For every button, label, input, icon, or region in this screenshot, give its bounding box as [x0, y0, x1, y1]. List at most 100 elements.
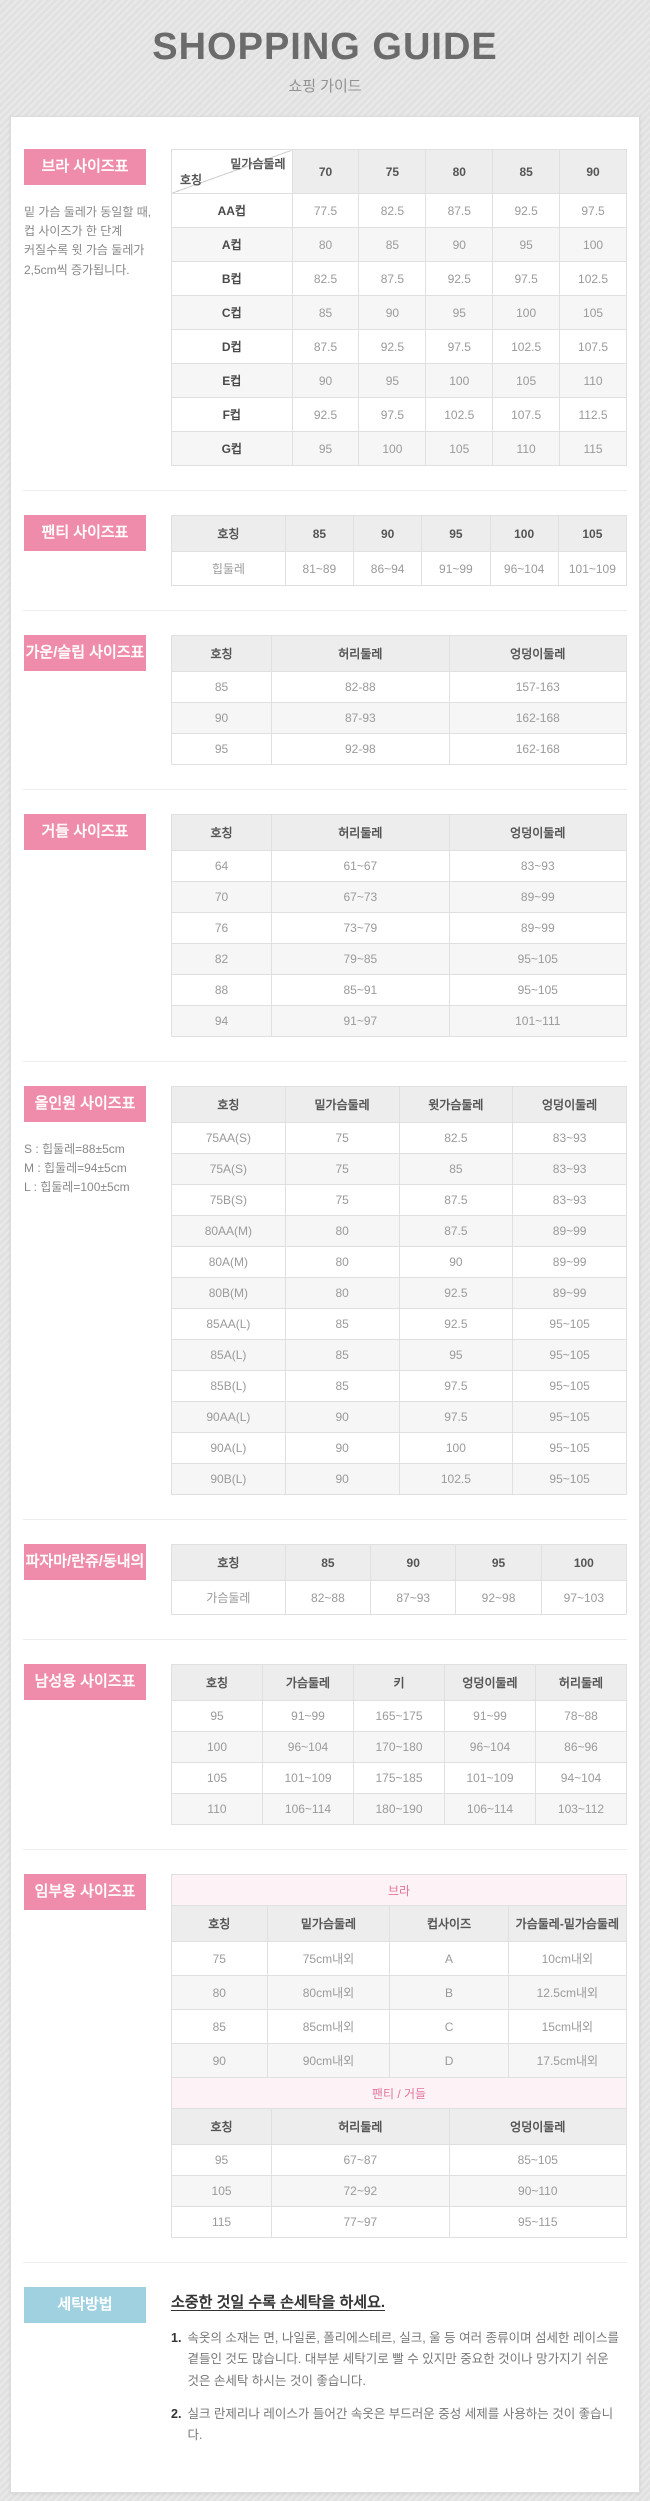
value-cell: 91~99 [421, 551, 491, 586]
column-header: 허리둘레 [535, 1664, 627, 1701]
value-cell: 87-93 [271, 702, 450, 734]
row-label-cell: 90AA(L) [171, 1401, 286, 1433]
table-header-row: 밑가슴둘레 호칭 70 75 80 85 90 [171, 149, 627, 194]
table-row: B컵 82.5 87.5 92.5 97.5 102.5 [171, 261, 627, 296]
value-cell: C [389, 2009, 509, 2044]
row-label-cell: 105 [170, 2175, 273, 2207]
value-cell: 85 [284, 1370, 400, 1402]
column-header: 90 [370, 1544, 457, 1581]
row-label-cell: 94 [170, 1005, 273, 1037]
table-row: 80AA(M) 80 87.5 89~99 [171, 1215, 627, 1247]
value-cell: 92.5 [398, 1277, 514, 1309]
value-cell: 87~93 [370, 1580, 457, 1615]
row-label-cell: AA컵 [171, 193, 293, 228]
value-cell: 82-88 [271, 671, 450, 703]
row-label-cell: 70 [170, 881, 273, 913]
section-bra-size: 브라 사이즈표 밑 가슴 둘레가 동일할 때, 컵 사이즈가 한 단계 커질수록… [11, 117, 639, 490]
table-row: E컵 90 95 100 105 110 [171, 363, 627, 398]
section-divider [23, 1519, 627, 1520]
value-cell: 90 [398, 1246, 514, 1278]
value-cell: 100 [492, 295, 561, 330]
table-row: 80B(M) 80 92.5 89~99 [171, 1277, 627, 1309]
column-header: 가슴둘레-밑가슴둘레 [507, 1905, 628, 1942]
row-label-cell: G컵 [171, 431, 293, 466]
value-cell: 90cm내외 [266, 2043, 391, 2078]
value-cell: 100 [559, 227, 627, 262]
value-cell: 89~99 [512, 1246, 627, 1278]
value-cell: 165~175 [353, 1700, 445, 1732]
row-label-cell: 95 [171, 1700, 263, 1732]
washing-instruction-2: 2. 실크 란제리나 레이스가 들어간 속옷은 부드러운 중성 세제를 사용하는… [171, 2404, 627, 2447]
table-row: 75AA(S) 75 82.5 83~93 [171, 1122, 627, 1154]
column-header: 100 [540, 1544, 628, 1581]
value-cell: 95 [425, 295, 494, 330]
section-divider [23, 2262, 627, 2263]
section-maternity-size: 임부용 사이즈표 브라 호칭 밑가슴둘레 컵사이즈 가슴둘레-밑가슴둘레 75 75cm내… [11, 1850, 639, 2262]
section-divider [23, 610, 627, 611]
column-header: 키 [353, 1664, 445, 1701]
maternity-bra-subtitle: 브라 [171, 1874, 627, 1905]
value-cell: 80 [291, 227, 360, 262]
value-cell: 87.5 [291, 329, 360, 364]
table-row: 94 91~97 101~111 [170, 1005, 628, 1037]
value-cell: 77~97 [271, 2206, 450, 2238]
value-cell: 92.5 [358, 329, 427, 364]
value-cell: 75 [284, 1184, 400, 1216]
value-cell: 95~105 [512, 1370, 627, 1402]
column-header: 윗가슴둘레 [398, 1086, 514, 1123]
value-cell: 97.5 [425, 329, 494, 364]
column-header: 70 [291, 149, 360, 194]
value-cell: 95 [358, 363, 427, 398]
value-cell: 67~73 [271, 881, 450, 913]
row-label-cell: 105 [171, 1762, 263, 1794]
table-row: 90AA(L) 90 97.5 95~105 [171, 1401, 627, 1433]
value-cell: 95~105 [512, 1339, 627, 1371]
value-cell: 82~88 [284, 1580, 372, 1615]
value-cell: 107.5 [492, 397, 561, 432]
value-cell: 83~93 [512, 1184, 627, 1216]
value-cell: 96~104 [444, 1731, 536, 1763]
row-label-cell: 95 [170, 2144, 273, 2176]
value-cell: 92.5 [291, 397, 360, 432]
column-header: 가슴둘레 [262, 1664, 354, 1701]
value-cell: 95~105 [512, 1463, 627, 1495]
value-cell: 73~79 [271, 912, 450, 944]
column-header: 105 [557, 515, 628, 552]
note-line: 커질수록 윗 가슴 둘레가 [24, 243, 145, 258]
value-cell: 97.5 [398, 1401, 514, 1433]
value-cell: 97~103 [540, 1580, 628, 1615]
table-row: 95 67~87 85~105 [170, 2144, 628, 2176]
value-cell: 86~96 [535, 1731, 627, 1763]
table-header-row: 호칭 밑가슴둘레 윗가슴둘레 엉덩이둘레 [171, 1086, 627, 1123]
value-cell: 95~115 [448, 2206, 628, 2238]
section-label-maternity: 임부용 사이즈표 [24, 1874, 146, 1910]
table-row: 75A(S) 75 85 83~93 [171, 1153, 627, 1185]
row-label-cell: 75B(S) [171, 1184, 286, 1216]
note-line: 컵 사이즈가 한 단계 [24, 224, 123, 239]
value-cell: 92~98 [455, 1580, 542, 1615]
table-header-row: 호칭 85 90 95 100 [171, 1544, 628, 1581]
value-cell: 77.5 [291, 193, 360, 228]
section-girdle-size: 거들 사이즈표 호칭 허리둘레 엉덩이둘레 64 61~67 83~93 70 67~73 89… [11, 790, 639, 1061]
value-cell: 100 [425, 363, 494, 398]
value-cell: 75 [284, 1122, 400, 1154]
value-cell: 94~104 [535, 1762, 627, 1794]
allinone-size-note: S : 힙둘레=88±5cm M : 힙둘레=94±5cm L : 힙둘레=10… [24, 1140, 171, 1198]
column-header: 85 [284, 515, 355, 552]
value-cell: 80 [284, 1277, 400, 1309]
value-cell: 85 [284, 1308, 400, 1340]
column-header: 엉덩이둘레 [448, 2108, 628, 2145]
table-row: 100 96~104 170~180 96~104 86~96 [171, 1731, 627, 1763]
value-cell: 102.5 [559, 261, 627, 296]
page-subtitle: 쇼핑 가이드 [288, 78, 362, 95]
value-cell: 67~87 [271, 2144, 450, 2176]
value-cell: 85~105 [448, 2144, 628, 2176]
value-cell: 157-163 [448, 671, 628, 703]
column-header: 85 [492, 149, 561, 194]
value-cell: 106~114 [444, 1793, 536, 1825]
value-cell: 80 [284, 1246, 400, 1278]
value-cell: 112.5 [559, 397, 627, 432]
washing-instruction-1: 1. 속옷의 소재는 면, 나일론, 폴리에스테르, 실크, 울 등 여러 종류… [171, 2328, 627, 2392]
value-cell: 87.5 [358, 261, 427, 296]
column-header: 엉덩이둘레 [444, 1664, 536, 1701]
